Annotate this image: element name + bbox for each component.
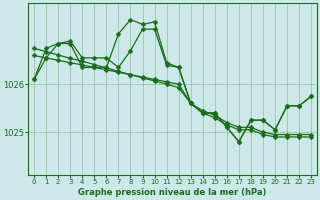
X-axis label: Graphe pression niveau de la mer (hPa): Graphe pression niveau de la mer (hPa) [78, 188, 267, 197]
